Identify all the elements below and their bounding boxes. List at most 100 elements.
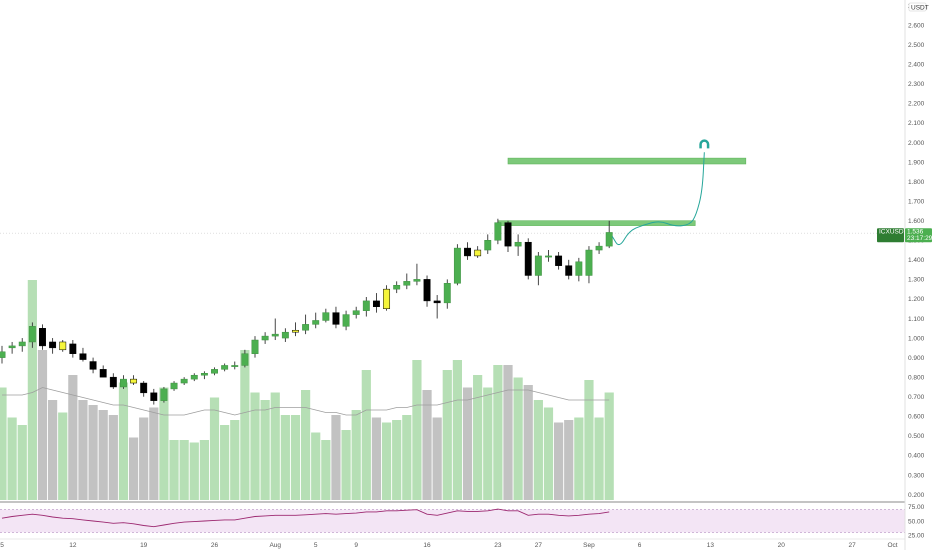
volume-bar <box>250 392 260 500</box>
candle-body <box>8 345 16 349</box>
price-tick-label: 1.600 <box>908 218 925 225</box>
volume-bar <box>209 397 220 500</box>
time-tick-label: 6 <box>638 542 642 549</box>
rsi-tick-label: 25.00 <box>908 532 925 539</box>
volume-bar <box>503 365 513 500</box>
candle-body <box>292 329 299 333</box>
price-axis[interactable]: 2.7002.6002.5002.4002.3002.2002.1002.000… <box>904 0 929 550</box>
rsi-polyline <box>1 508 610 528</box>
candle-body <box>565 265 573 276</box>
price-tick-label: 2.500 <box>908 42 925 49</box>
projection-path[interactable] <box>611 139 710 246</box>
volume-bar <box>260 400 270 500</box>
rsi-band <box>0 509 905 533</box>
candle-body <box>160 388 168 401</box>
unit-label-box <box>908 2 927 12</box>
price-tick-label: 2.000 <box>908 140 925 147</box>
volume-bar <box>149 407 159 500</box>
volume-bar <box>604 392 614 500</box>
time-tick-label: 20 <box>778 542 786 549</box>
candle-body <box>130 378 138 384</box>
volume-bar <box>554 422 564 500</box>
volume-bar <box>68 375 78 500</box>
volume-bar <box>179 440 189 500</box>
volume-bar <box>108 415 118 500</box>
candle-body <box>170 382 178 390</box>
price-tick-label: 1.300 <box>908 277 925 284</box>
candle-body <box>312 320 320 325</box>
candle-body <box>545 255 552 258</box>
candle-body <box>18 341 26 347</box>
volume-bar <box>98 410 108 500</box>
candle-body <box>89 361 97 370</box>
candle-body <box>119 378 127 388</box>
time-tick-label: 5 <box>314 542 318 549</box>
volume-bar <box>301 390 311 500</box>
candle-body <box>352 310 360 315</box>
candle-body <box>28 326 36 343</box>
rsi-panel <box>0 501 905 533</box>
time-tick-label: 26 <box>211 542 219 549</box>
price-tick-label: 0.700 <box>908 394 925 401</box>
horizontal-zones[interactable] <box>0 157 905 234</box>
volume-bar <box>371 417 382 500</box>
candle-body <box>453 247 461 284</box>
candle-body <box>433 300 441 304</box>
candle-body <box>605 232 613 247</box>
rsi-axis: 75.00 50.00 25.00 <box>908 504 925 539</box>
time-tick-label: 27 <box>848 542 856 549</box>
volume-bar <box>280 415 290 500</box>
price-tick-label: 0.300 <box>908 472 925 479</box>
price-tag-bg <box>877 228 904 243</box>
volume-bar <box>341 430 351 500</box>
price-tick-label: 1.700 <box>908 198 925 205</box>
time-tick-label: 16 <box>423 542 431 549</box>
countdown-label: 23:17:29 <box>907 235 932 242</box>
time-tick-label: 19 <box>140 542 148 549</box>
time-axis[interactable]: 5 12 19 26 Aug 5 9 16 23 27 Sep 6 13 20 27 Oct <box>0 538 905 549</box>
candle-body <box>595 245 603 251</box>
volume-bar <box>0 387 7 500</box>
candle-body <box>322 312 330 321</box>
price-value-bg <box>905 228 932 243</box>
volume-bar <box>584 380 594 500</box>
volume-bar <box>7 417 17 500</box>
price-tick-label: 1.100 <box>908 316 925 323</box>
time-tick-label: 5 <box>0 542 4 549</box>
time-tick-label: Sep <box>583 542 595 549</box>
price-tick-label: 0.900 <box>908 355 925 362</box>
rsi-tick-label: 50.00 <box>908 518 925 525</box>
magnet-icon <box>699 139 710 149</box>
candle-body <box>413 279 421 282</box>
volume-bar <box>240 350 250 500</box>
volume-bar <box>462 387 473 500</box>
candle-body <box>39 328 46 347</box>
target-zone <box>507 157 747 165</box>
volume-bar <box>483 387 493 500</box>
price-tick-label: 1.900 <box>908 159 925 166</box>
candle-body <box>585 249 593 276</box>
current-price-label: 1.536 <box>907 229 924 236</box>
time-tick-label: 23 <box>494 542 502 549</box>
volume-bar <box>230 420 240 500</box>
candle-body <box>200 373 208 376</box>
candle-body <box>443 283 451 304</box>
volume-ma-line <box>2 387 610 416</box>
candle-body <box>484 240 492 251</box>
candle-body <box>180 378 188 384</box>
candle-body <box>69 343 77 354</box>
volume-bar <box>574 417 584 500</box>
volume-bar <box>351 410 361 500</box>
candle-body <box>575 261 583 276</box>
volume-bar <box>139 417 149 500</box>
volume-bar <box>27 280 37 500</box>
volume-bar <box>543 407 554 500</box>
price-tick-label: 2.300 <box>908 81 925 88</box>
price-tick-label: 0.500 <box>908 433 925 440</box>
volume-bar <box>169 440 179 500</box>
volume-bar <box>422 390 432 500</box>
candlesticks <box>0 218 613 405</box>
volume-bar <box>331 415 341 500</box>
